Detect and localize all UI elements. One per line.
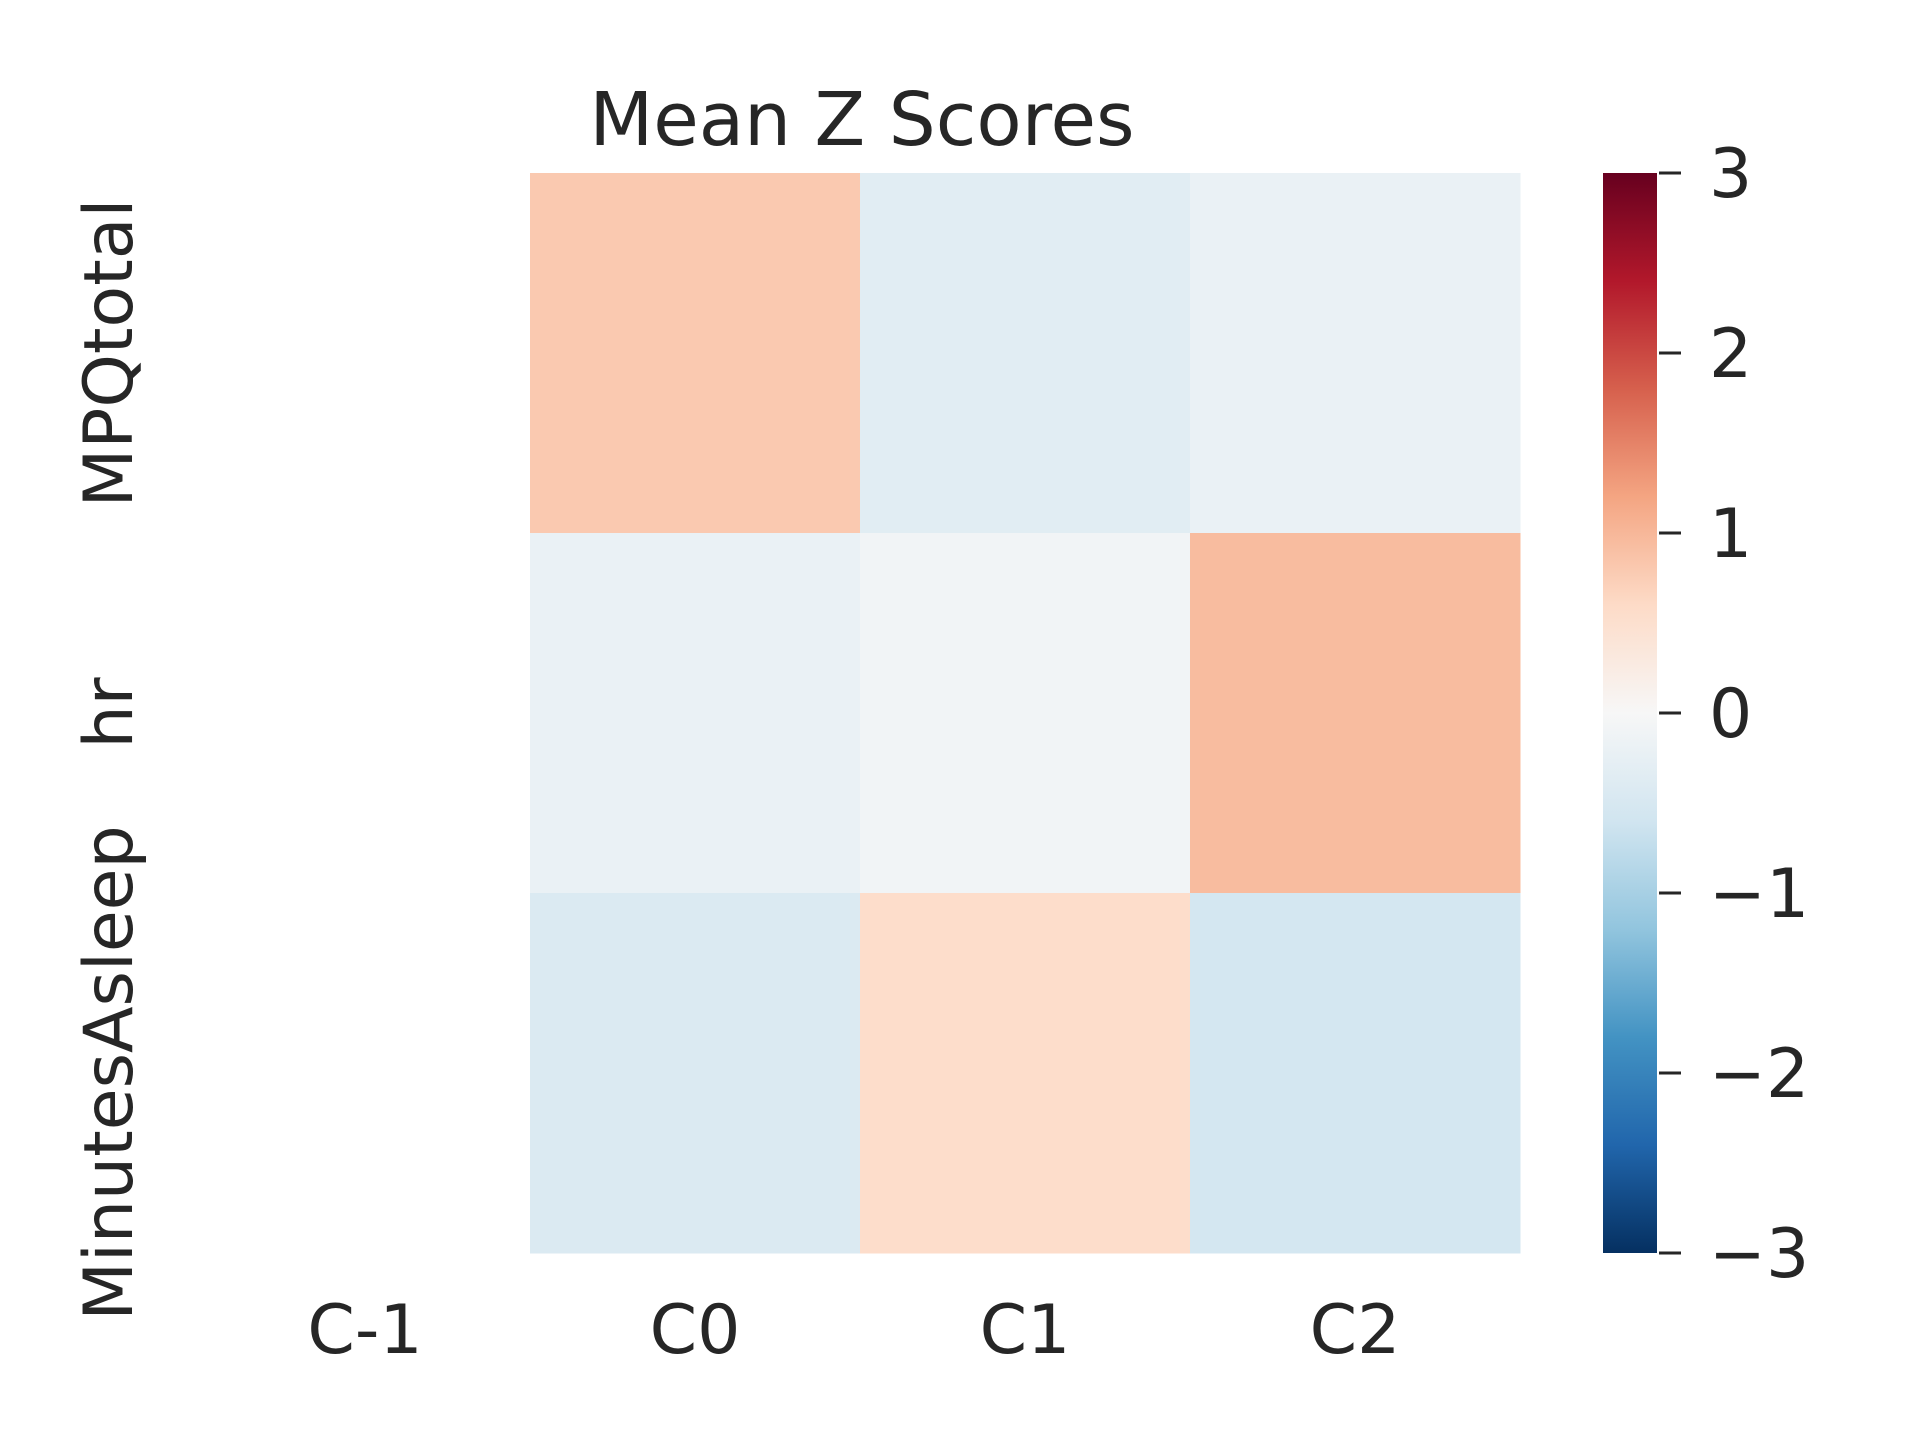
colorbar-ticks: 3 2 1 0 −1 −2 −3 [1659, 135, 1809, 1294]
colorbar [1603, 173, 1657, 1253]
heatmap-cells [530, 173, 1521, 1254]
x-tick-label: C-1 [307, 1291, 422, 1370]
heatmap-cell-MinutesAsleep-C0 [530, 893, 861, 1254]
y-tick-label: MPQtotal [70, 199, 149, 508]
colorbar-tick-label: −1 [1709, 855, 1809, 934]
colorbar-tick-label: 2 [1709, 315, 1752, 394]
colorbar-tick-label: 1 [1709, 495, 1752, 574]
y-tick-labels: MPQtotal hr MinutesAsleep [70, 199, 149, 1321]
heatmap-cell-hr-C1 [860, 533, 1191, 894]
x-tick-label: C1 [980, 1291, 1071, 1370]
colorbar-tick-label: −3 [1709, 1215, 1809, 1294]
y-tick-label: MinutesAsleep [70, 825, 149, 1320]
colorbar-tick-label: 3 [1709, 135, 1752, 214]
x-tick-label: C0 [650, 1291, 741, 1370]
heatmap-cell-MPQtotal-C0 [530, 173, 861, 534]
heatmap-cell-hr-C0 [530, 533, 861, 894]
colorbar-tick-label: 0 [1709, 675, 1752, 754]
heatmap-cell-hr-C2 [1190, 533, 1521, 894]
heatmap-cell-MPQtotal-C1 [860, 173, 1191, 534]
x-tick-label: C2 [1310, 1291, 1401, 1370]
heatmap-cell-MinutesAsleep-C1 [860, 893, 1191, 1254]
heatmap-cell-MinutesAsleep-C2 [1190, 893, 1521, 1254]
heatmap-cell-MPQtotal-C2 [1190, 173, 1521, 534]
x-tick-labels: C-1 C0 C1 C2 [307, 1291, 1400, 1370]
chart-title: Mean Z Scores [589, 77, 1134, 163]
colorbar-tick-label: −2 [1709, 1035, 1809, 1114]
y-tick-label: hr [70, 677, 149, 748]
